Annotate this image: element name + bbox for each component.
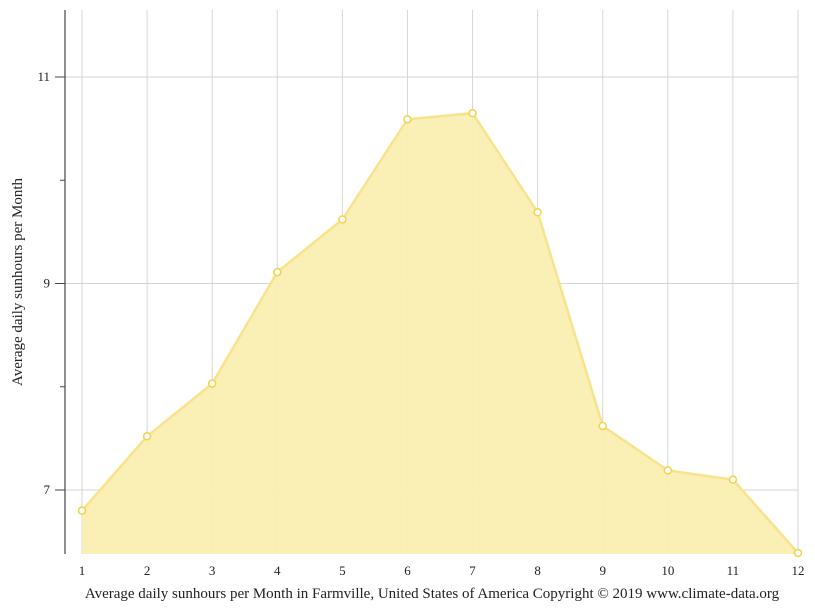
x-tick-label: 3: [209, 563, 216, 578]
x-tick-label: 10: [661, 563, 674, 578]
data-line: [81, 111, 799, 554]
x-tick-label: 5: [339, 563, 346, 578]
data-point-marker[interactable]: [663, 466, 673, 475]
data-point-marker[interactable]: [403, 115, 412, 124]
data-point-marker[interactable]: [598, 421, 607, 431]
data-point-marker[interactable]: [338, 215, 347, 224]
data-markers: [77, 108, 803, 558]
x-tick-label: 6: [404, 563, 411, 578]
x-tick-label: 2: [144, 563, 151, 578]
area-fill: [82, 113, 798, 554]
x-tick-label: 11: [727, 563, 740, 578]
x-tick-label: 12: [792, 563, 805, 578]
data-point-marker[interactable]: [793, 548, 803, 558]
data-point-marker[interactable]: [142, 432, 152, 441]
y-tick-label: 11: [37, 69, 50, 84]
data-point-marker[interactable]: [273, 267, 282, 277]
y-axis-tick-labels: 7 9 11: [37, 69, 50, 497]
x-tick-label: 9: [599, 563, 606, 578]
y-tick-label: 9: [44, 276, 51, 291]
y-axis: [55, 10, 66, 554]
x-tick-label: 1: [79, 563, 86, 578]
y-tick-label: 7: [44, 482, 51, 497]
x-axis-tick-labels: 1 2 3 4 5 6 7 8 9 10 11 12: [79, 563, 805, 578]
data-area: [81, 111, 799, 554]
data-point-marker[interactable]: [207, 379, 217, 388]
y-axis-title: Average daily sunhours per Month: [10, 178, 26, 387]
data-point-marker[interactable]: [468, 108, 477, 118]
x-tick-label: 7: [469, 563, 476, 578]
data-point-marker[interactable]: [533, 208, 542, 217]
data-point-marker[interactable]: [728, 475, 738, 484]
x-tick-label: 8: [534, 563, 541, 578]
data-point-marker[interactable]: [77, 506, 87, 515]
x-tick-label: 4: [274, 563, 281, 578]
chart-caption: Average daily sunhours per Month in Farm…: [85, 586, 780, 602]
